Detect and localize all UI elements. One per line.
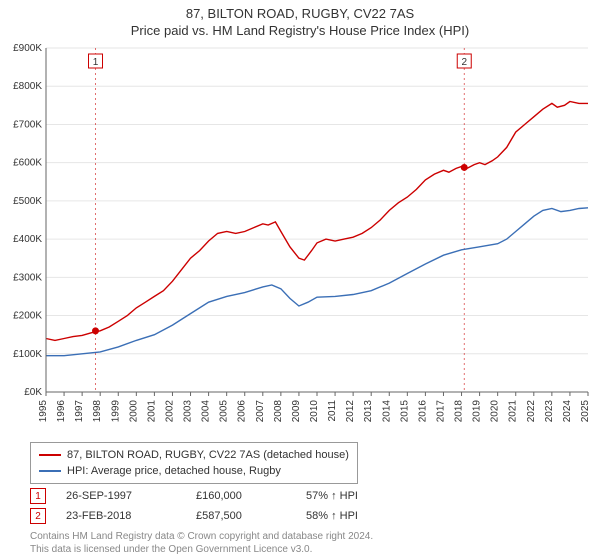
svg-text:2022: 2022 — [526, 400, 537, 423]
legend-label: HPI: Average price, detached house, Rugb… — [67, 463, 281, 479]
titles: 87, BILTON ROAD, RUGBY, CV22 7AS Price p… — [0, 0, 600, 40]
svg-text:1995: 1995 — [38, 400, 49, 423]
footer-line-1: Contains HM Land Registry data © Crown c… — [30, 530, 373, 543]
svg-text:2012: 2012 — [345, 400, 356, 423]
svg-text:2006: 2006 — [237, 400, 248, 423]
svg-text:2019: 2019 — [472, 400, 483, 423]
svg-text:2018: 2018 — [454, 400, 465, 423]
svg-text:2009: 2009 — [291, 400, 302, 423]
svg-text:1: 1 — [93, 57, 99, 68]
svg-text:2017: 2017 — [435, 400, 446, 423]
svg-text:2004: 2004 — [201, 400, 212, 423]
footer-line-2: This data is licensed under the Open Gov… — [30, 543, 373, 556]
sale-row: 1 26-SEP-1997 £160,000 57% ↑ HPI — [30, 486, 386, 506]
svg-text:£700K: £700K — [13, 119, 42, 130]
svg-text:2: 2 — [461, 57, 467, 68]
svg-text:2020: 2020 — [490, 400, 501, 423]
svg-text:£200K: £200K — [13, 311, 42, 322]
svg-text:1999: 1999 — [110, 400, 121, 423]
svg-text:2013: 2013 — [363, 400, 374, 423]
chart-area: £0K £100K £200K £300K £400K £500K £600K £700K £8… — [0, 40, 600, 440]
svg-text:2003: 2003 — [183, 400, 194, 423]
sale-price: £160,000 — [196, 490, 286, 502]
sale-row: 2 23-FEB-2018 £587,500 58% ↑ HPI — [30, 506, 386, 526]
svg-text:2002: 2002 — [164, 400, 175, 423]
svg-text:2015: 2015 — [399, 400, 410, 423]
sale-vs-hpi: 58% ↑ HPI — [306, 510, 386, 522]
svg-text:£500K: £500K — [13, 196, 42, 207]
svg-text:£600K: £600K — [13, 158, 42, 169]
legend-swatch — [39, 454, 61, 456]
svg-text:£800K: £800K — [13, 81, 42, 92]
svg-text:2023: 2023 — [544, 400, 555, 423]
sale-vs-hpi: 57% ↑ HPI — [306, 490, 386, 502]
subtitle: Price paid vs. HM Land Registry's House … — [0, 21, 600, 40]
sale-date: 23-FEB-2018 — [66, 510, 176, 522]
svg-text:2011: 2011 — [327, 400, 338, 422]
svg-text:1998: 1998 — [92, 400, 103, 423]
price-chart: £0K £100K £200K £300K £400K £500K £600K £700K £8… — [0, 40, 600, 440]
svg-text:2021: 2021 — [508, 400, 519, 423]
sale-price: £587,500 — [196, 510, 286, 522]
svg-text:2025: 2025 — [580, 400, 591, 423]
address-title: 87, BILTON ROAD, RUGBY, CV22 7AS — [0, 0, 600, 21]
legend-row: HPI: Average price, detached house, Rugb… — [39, 463, 349, 479]
svg-text:1996: 1996 — [56, 400, 67, 423]
svg-text:£400K: £400K — [13, 234, 42, 245]
svg-text:2024: 2024 — [562, 400, 573, 423]
svg-text:2010: 2010 — [309, 400, 320, 423]
legend-row: 87, BILTON ROAD, RUGBY, CV22 7AS (detach… — [39, 447, 349, 463]
svg-text:2001: 2001 — [146, 400, 157, 423]
svg-text:£300K: £300K — [13, 272, 42, 283]
sale-marker-icon: 1 — [30, 488, 46, 504]
footer-attribution: Contains HM Land Registry data © Crown c… — [30, 530, 373, 556]
svg-text:1997: 1997 — [74, 400, 85, 423]
svg-text:2007: 2007 — [255, 400, 266, 423]
svg-text:£900K: £900K — [13, 43, 42, 54]
svg-text:2016: 2016 — [417, 400, 428, 423]
legend-label: 87, BILTON ROAD, RUGBY, CV22 7AS (detach… — [67, 447, 349, 463]
legend: 87, BILTON ROAD, RUGBY, CV22 7AS (detach… — [30, 442, 358, 484]
svg-text:2014: 2014 — [381, 400, 392, 423]
legend-swatch — [39, 470, 61, 472]
sale-date: 26-SEP-1997 — [66, 490, 176, 502]
sale-marker-icon: 2 — [30, 508, 46, 524]
svg-text:2005: 2005 — [219, 400, 230, 423]
svg-text:£0K: £0K — [24, 387, 42, 398]
svg-text:2000: 2000 — [128, 400, 139, 423]
svg-text:£100K: £100K — [13, 349, 42, 360]
svg-text:2008: 2008 — [273, 400, 284, 423]
page-root: 87, BILTON ROAD, RUGBY, CV22 7AS Price p… — [0, 0, 600, 560]
sales-table: 1 26-SEP-1997 £160,000 57% ↑ HPI 2 23-FEB-201… — [30, 486, 386, 526]
